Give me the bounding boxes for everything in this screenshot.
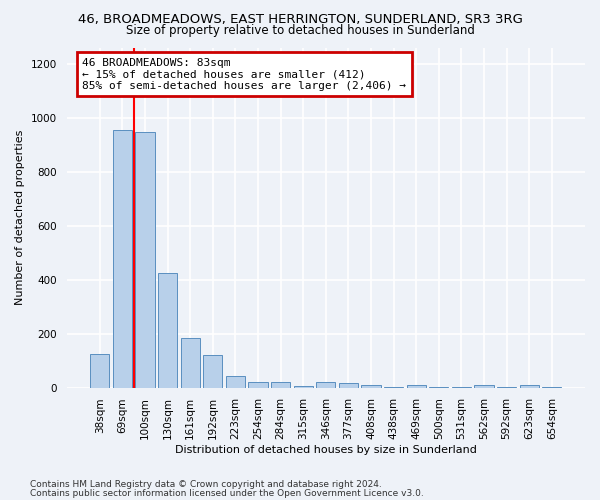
X-axis label: Distribution of detached houses by size in Sunderland: Distribution of detached houses by size … xyxy=(175,445,477,455)
Text: 46, BROADMEADOWS, EAST HERRINGTON, SUNDERLAND, SR3 3RG: 46, BROADMEADOWS, EAST HERRINGTON, SUNDE… xyxy=(77,12,523,26)
Bar xyxy=(497,387,516,388)
Bar xyxy=(339,382,358,388)
Bar xyxy=(293,386,313,388)
Y-axis label: Number of detached properties: Number of detached properties xyxy=(15,130,25,305)
Bar xyxy=(475,385,494,388)
Bar xyxy=(361,385,380,388)
Bar xyxy=(248,382,268,388)
Text: 46 BROADMEADOWS: 83sqm
← 15% of detached houses are smaller (412)
85% of semi-de: 46 BROADMEADOWS: 83sqm ← 15% of detached… xyxy=(82,58,406,91)
Text: Contains HM Land Registry data © Crown copyright and database right 2024.: Contains HM Land Registry data © Crown c… xyxy=(30,480,382,489)
Bar xyxy=(203,355,223,388)
Bar xyxy=(271,382,290,388)
Text: Contains public sector information licensed under the Open Government Licence v3: Contains public sector information licen… xyxy=(30,488,424,498)
Bar xyxy=(90,354,109,388)
Bar xyxy=(429,387,448,388)
Bar xyxy=(158,273,177,388)
Bar xyxy=(136,132,155,388)
Bar xyxy=(542,387,562,388)
Bar xyxy=(384,387,403,388)
Bar xyxy=(316,382,335,388)
Bar xyxy=(226,376,245,388)
Bar xyxy=(520,385,539,388)
Text: Size of property relative to detached houses in Sunderland: Size of property relative to detached ho… xyxy=(125,24,475,37)
Bar xyxy=(452,387,471,388)
Bar xyxy=(113,130,132,388)
Bar xyxy=(181,338,200,388)
Bar xyxy=(407,385,426,388)
